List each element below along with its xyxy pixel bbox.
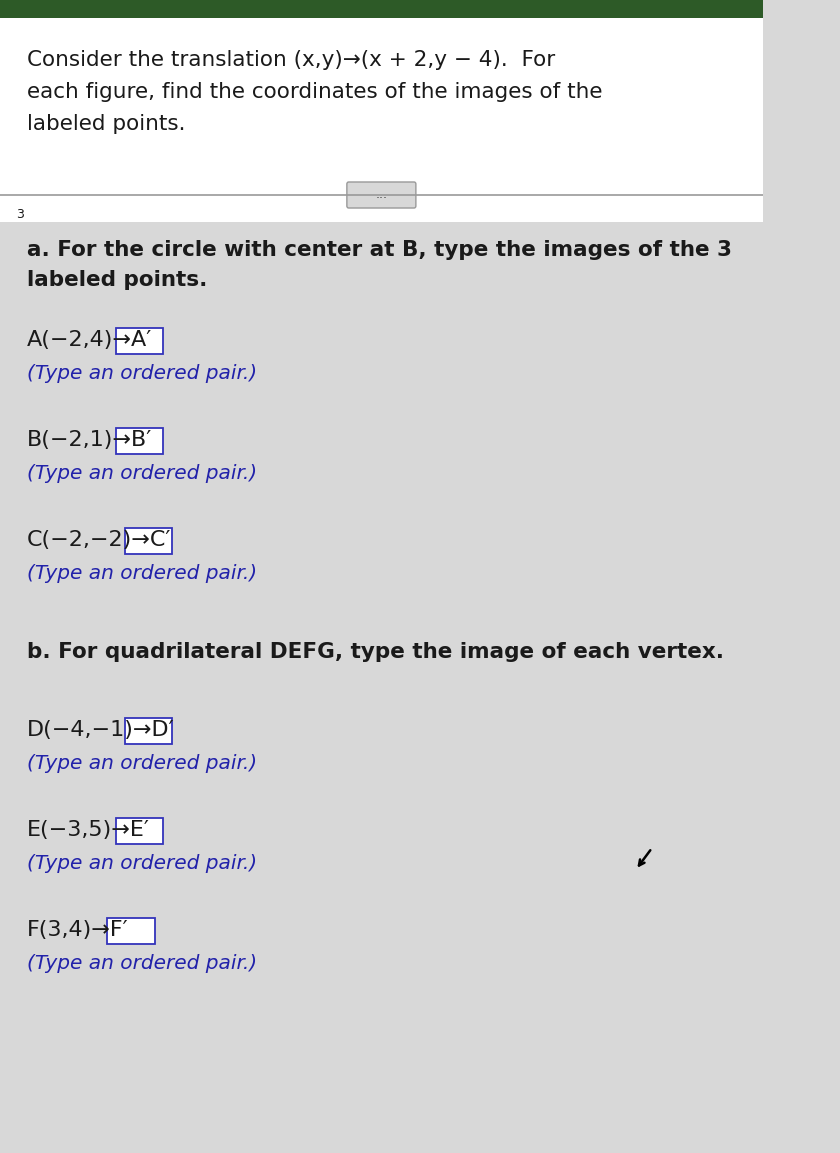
- Text: (Type an ordered pair.): (Type an ordered pair.): [27, 754, 257, 773]
- FancyBboxPatch shape: [347, 182, 416, 208]
- Text: (Type an ordered pair.): (Type an ordered pair.): [27, 364, 257, 383]
- Text: b. For quadrilateral DEFG, type the image of each vertex.: b. For quadrilateral DEFG, type the imag…: [27, 642, 724, 662]
- Text: ...: ...: [375, 188, 387, 202]
- Text: Consider the translation (x,y)→(x + 2,y − 4).  For: Consider the translation (x,y)→(x + 2,y …: [27, 50, 555, 70]
- Text: E(−3,5)→E′: E(−3,5)→E′: [27, 820, 150, 841]
- FancyBboxPatch shape: [125, 528, 172, 553]
- Text: (Type an ordered pair.): (Type an ordered pair.): [27, 954, 257, 973]
- FancyBboxPatch shape: [125, 718, 172, 744]
- FancyBboxPatch shape: [116, 327, 164, 354]
- Text: A(−2,4)→A′: A(−2,4)→A′: [27, 330, 153, 351]
- FancyBboxPatch shape: [108, 918, 155, 944]
- Text: (Type an ordered pair.): (Type an ordered pair.): [27, 854, 257, 873]
- Text: (Type an ordered pair.): (Type an ordered pair.): [27, 564, 257, 583]
- Text: D(−4,−1)→D′: D(−4,−1)→D′: [27, 719, 175, 740]
- FancyBboxPatch shape: [0, 18, 763, 223]
- FancyBboxPatch shape: [116, 817, 164, 844]
- Text: (Type an ordered pair.): (Type an ordered pair.): [27, 464, 257, 483]
- Text: a. For the circle with center at B, type the images of the 3: a. For the circle with center at B, type…: [27, 240, 732, 259]
- Text: 3: 3: [16, 208, 24, 221]
- Text: each figure, find the coordinates of the images of the: each figure, find the coordinates of the…: [27, 82, 603, 101]
- Text: labeled points.: labeled points.: [27, 270, 207, 291]
- Text: F(3,4)→F′: F(3,4)→F′: [27, 920, 129, 940]
- Text: B(−2,1)→B′: B(−2,1)→B′: [27, 430, 153, 450]
- Text: C(−2,−2)→C′: C(−2,−2)→C′: [27, 530, 171, 550]
- FancyBboxPatch shape: [0, 0, 763, 18]
- Text: labeled points.: labeled points.: [27, 114, 186, 134]
- FancyBboxPatch shape: [116, 428, 164, 454]
